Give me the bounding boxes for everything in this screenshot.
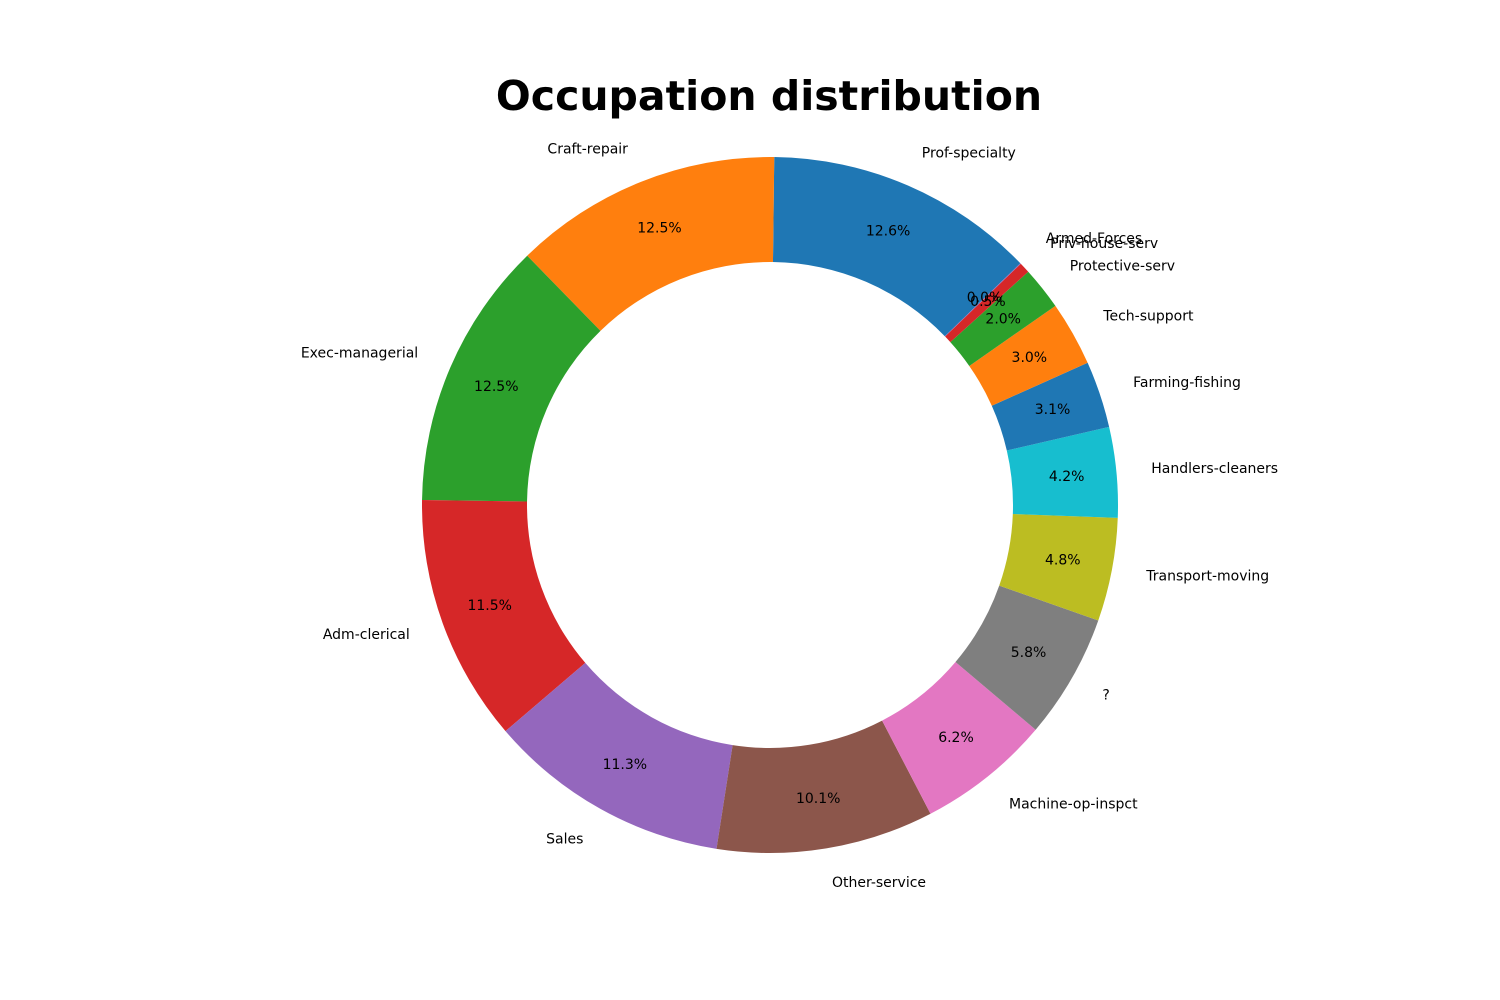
category-label: Tech-support (1102, 308, 1194, 324)
category-label: Prof-specialty (922, 145, 1016, 161)
percent-label: 12.5% (637, 220, 681, 236)
slice-prof-specialty (772, 157, 1021, 337)
category-label: Adm-clerical (323, 627, 410, 643)
slice-machine-op-inspct (882, 661, 1036, 814)
category-label: Armed-Forces (1046, 231, 1142, 247)
slice-farming-fishing (991, 362, 1110, 451)
slice-priv-house-serv (945, 263, 1029, 343)
percent-label: 10.1% (796, 791, 840, 807)
category-label: Transport-moving (1145, 568, 1269, 584)
percent-label: 0.0% (967, 290, 1003, 306)
category-label: ? (1102, 687, 1109, 703)
slice-tech-support (969, 305, 1088, 406)
category-label: Exec-managerial (301, 346, 418, 362)
slice-other-service (716, 720, 931, 853)
slice-exec-managerial (422, 255, 601, 502)
slice-transport-moving (999, 514, 1118, 621)
percent-labels: 12.6% 12.5% 12.5% 11.5% 11.3% 10.1% 6.2% 5.8% 4.… (467, 220, 1084, 807)
slice-protective-serv (950, 271, 1056, 366)
percent-label: 2.0% (985, 311, 1021, 327)
slices (422, 157, 1118, 853)
percent-label: 0.5% (970, 294, 1006, 310)
category-label: Other-service (832, 875, 926, 891)
category-label: Priv-house-serv (1050, 236, 1158, 252)
slice-unknown-7 (955, 585, 1099, 730)
percent-label: 11.5% (467, 598, 511, 614)
percent-label: 4.2% (1049, 469, 1085, 485)
category-label: Handlers-cleaners (1151, 461, 1278, 477)
slice-sales (505, 662, 733, 849)
category-labels: Prof-specialty Craft-repair Exec-manageria… (301, 141, 1278, 891)
percent-label: 3.0% (1012, 350, 1048, 366)
slice-armed-forces (944, 263, 1021, 337)
category-label: Machine-op-inspct (1009, 796, 1138, 812)
percent-label: 12.6% (866, 223, 910, 239)
slice-handlers-cleaners (1006, 426, 1118, 518)
category-label: Farming-fishing (1133, 375, 1241, 391)
chart-title: Occupation distribution (495, 72, 1043, 120)
percent-label: 12.5% (474, 379, 518, 395)
percent-label: 5.8% (1011, 645, 1047, 661)
percent-label: 11.3% (603, 757, 647, 773)
slice-adm-clerical (422, 500, 586, 732)
slice-craft-repair (527, 157, 775, 331)
percent-label: 6.2% (938, 730, 974, 746)
percent-label: 4.8% (1045, 553, 1081, 569)
category-label: Protective-serv (1070, 259, 1175, 275)
percent-label: 3.1% (1035, 402, 1071, 418)
category-label: Sales (546, 831, 583, 847)
category-label: Craft-repair (547, 141, 628, 157)
